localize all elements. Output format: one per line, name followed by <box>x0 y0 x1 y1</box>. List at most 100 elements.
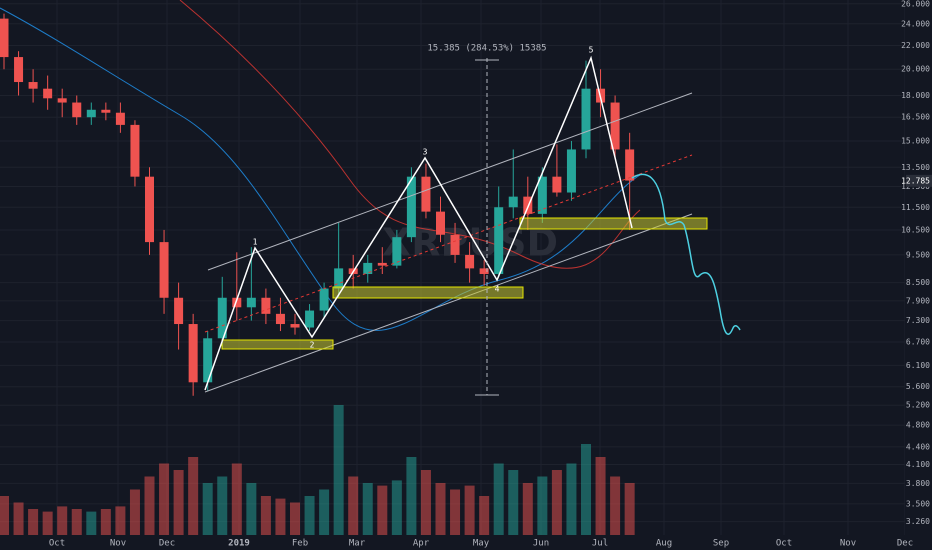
x-tick-label: Oct <box>49 539 65 549</box>
x-tick-label: Mar <box>349 539 366 549</box>
volume-bar <box>362 483 373 535</box>
volume-bar <box>28 509 39 535</box>
y-tick-label: 7.300 <box>906 316 930 325</box>
last-price-label: 12.785 <box>901 176 930 185</box>
volume-bar <box>42 511 53 535</box>
drawings <box>204 55 741 396</box>
candle-body <box>290 324 300 328</box>
candle-body <box>523 196 533 214</box>
candle-body <box>130 124 140 177</box>
x-tick-label: May <box>473 539 490 549</box>
candle-body <box>305 310 315 328</box>
volume-bar <box>595 457 606 535</box>
channel-line <box>204 213 693 393</box>
moving-average <box>0 7 641 331</box>
volume-bar <box>479 496 490 535</box>
y-tick-label: 18.000 <box>901 91 930 100</box>
candle-body <box>86 109 96 118</box>
volume-bar <box>0 496 9 535</box>
volume-bar <box>450 489 461 535</box>
volume-bar <box>348 476 359 535</box>
volume-bar <box>144 476 155 535</box>
volume-bar <box>537 476 548 535</box>
candle-body <box>406 176 416 238</box>
volume-bar <box>377 485 388 535</box>
candle-body <box>188 324 198 383</box>
y-tick-label: 5.200 <box>906 401 930 410</box>
volume-bar <box>275 498 286 535</box>
forecast-path <box>631 173 741 335</box>
wave-labels: 1 2 3 4 5 <box>253 46 594 350</box>
volume-bar <box>202 483 213 535</box>
x-tick-label: Dec <box>897 539 913 549</box>
volume-bar <box>304 496 315 535</box>
candle-body <box>28 82 38 89</box>
y-tick-label: 3.500 <box>906 499 930 508</box>
candle-body <box>377 262 387 266</box>
volume-bar <box>522 483 533 535</box>
x-tick-label: Sep <box>713 539 729 549</box>
volume-bar <box>159 463 170 535</box>
candle-body <box>57 98 67 103</box>
y-tick-label: 15.000 <box>901 136 930 145</box>
support-zone <box>221 339 334 350</box>
candle-body <box>508 196 518 208</box>
candle-body <box>436 211 445 235</box>
x-tick-label: Apr <box>413 539 430 549</box>
candle-body <box>479 268 489 274</box>
candle-body <box>261 297 271 314</box>
volume-bar <box>231 463 242 535</box>
channel-line <box>207 92 693 271</box>
x-tick-label: Nov <box>110 539 126 549</box>
y-tick-label: 4.100 <box>906 460 930 469</box>
volume-bar <box>566 463 577 535</box>
axis-labels: 26.000 24.000 22.000 20.000 18.000 16.500 15.0… <box>49 0 932 549</box>
volume-bar <box>551 470 562 535</box>
volume-bar <box>624 483 635 535</box>
wave-label: 3 <box>423 148 428 157</box>
candle-body <box>465 254 475 269</box>
x-tick-label: Dec <box>159 539 175 549</box>
y-tick-label: 3.260 <box>906 517 930 526</box>
volume-bar <box>260 496 271 535</box>
y-tick-label: 16.500 <box>901 113 930 122</box>
candle-body <box>0 18 9 58</box>
candle-body <box>319 288 329 311</box>
wave-label: 4 <box>495 285 500 294</box>
volume-bar <box>581 444 591 535</box>
volume-bar <box>464 485 475 535</box>
y-tick-label: 6.100 <box>906 361 930 370</box>
candle-body <box>115 112 125 125</box>
candle-body <box>14 57 24 83</box>
x-tick-label: 2019 <box>228 539 250 549</box>
volume-bar <box>610 476 621 535</box>
y-tick-label: 5.600 <box>906 382 930 391</box>
y-tick-label: 10.500 <box>901 225 930 234</box>
wave-label: 2 <box>310 341 315 350</box>
volume-bar <box>246 483 257 535</box>
candle-body <box>145 176 154 243</box>
volume-bar <box>129 489 140 535</box>
x-tick-label: Jun <box>533 539 549 549</box>
x-tick-label: Feb <box>292 539 308 549</box>
volume-bars <box>0 405 635 535</box>
wave-line <box>204 55 633 391</box>
volume-bar <box>406 457 417 535</box>
candle-body <box>275 313 285 325</box>
x-tick-label: Nov <box>840 539 856 549</box>
y-tick-label: 20.000 <box>901 65 930 74</box>
y-tick-label: 9.500 <box>906 250 930 259</box>
volume-bar <box>319 489 330 535</box>
y-tick-label: 7.900 <box>906 296 930 305</box>
last-price-box <box>906 174 932 187</box>
support-zone <box>519 217 708 230</box>
candle-body <box>101 109 111 113</box>
candle-body <box>159 242 169 298</box>
x-tick-label: Oct <box>776 539 792 549</box>
volume-bar <box>188 457 199 535</box>
wave-label: 1 <box>253 238 258 247</box>
y-tick-label: 4.800 <box>906 421 930 430</box>
candle-body <box>363 262 373 274</box>
